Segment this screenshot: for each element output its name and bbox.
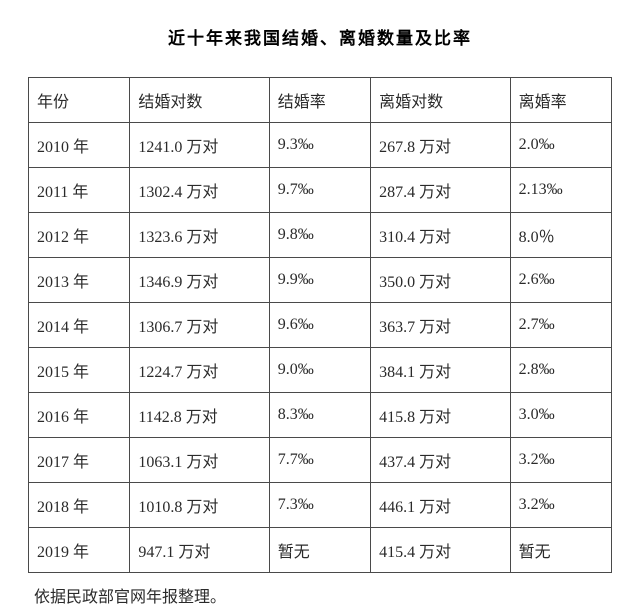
table-row: 2014 年1306.7 万对9.6‰363.7 万对2.7‰ — [29, 303, 612, 348]
table-row: 2010 年1241.0 万对9.3‰267.8 万对2.0‰ — [29, 123, 612, 168]
table-cell: 415.8 万对 — [371, 393, 510, 438]
table-row: 2017 年1063.1 万对7.7‰437.4 万对3.2‰ — [29, 438, 612, 483]
table-cell: 3.2‰ — [510, 438, 611, 483]
table-cell: 2016 年 — [29, 393, 130, 438]
table-row: 2012 年1323.6 万对9.8‰310.4 万对8.0％ — [29, 213, 612, 258]
table-cell: 363.7 万对 — [371, 303, 510, 348]
table-cell: 384.1 万对 — [371, 348, 510, 393]
table-row: 2011 年1302.4 万对9.7‰287.4 万对2.13‰ — [29, 168, 612, 213]
table-cell: 暂无 — [269, 528, 370, 573]
table-cell: 2010 年 — [29, 123, 130, 168]
table-cell: 446.1 万对 — [371, 483, 510, 528]
table-cell: 2019 年 — [29, 528, 130, 573]
table-cell: 2018 年 — [29, 483, 130, 528]
table-row: 2016 年1142.8 万对8.3‰415.8 万对3.0‰ — [29, 393, 612, 438]
table-cell: 1241.0 万对 — [130, 123, 269, 168]
table-cell: 3.2‰ — [510, 483, 611, 528]
table-cell: 2.6‰ — [510, 258, 611, 303]
table-cell: 310.4 万对 — [371, 213, 510, 258]
table-cell: 1063.1 万对 — [130, 438, 269, 483]
table-cell: 9.8‰ — [269, 213, 370, 258]
col-header-year: 年份 — [29, 78, 130, 123]
table-cell: 9.0‰ — [269, 348, 370, 393]
table-cell: 1010.8 万对 — [130, 483, 269, 528]
table-cell: 2012 年 — [29, 213, 130, 258]
table-cell: 7.7‰ — [269, 438, 370, 483]
table-cell: 437.4 万对 — [371, 438, 510, 483]
table-row: 2015 年1224.7 万对9.0‰384.1 万对2.8‰ — [29, 348, 612, 393]
table-cell: 1142.8 万对 — [130, 393, 269, 438]
col-header-divorce-rate: 离婚率 — [510, 78, 611, 123]
table-cell: 2013 年 — [29, 258, 130, 303]
table-body: 2010 年1241.0 万对9.3‰267.8 万对2.0‰2011 年130… — [29, 123, 612, 573]
table-cell: 暂无 — [510, 528, 611, 573]
page-title: 近十年来我国结婚、离婚数量及比率 — [28, 24, 612, 49]
table-cell: 2.8‰ — [510, 348, 611, 393]
table-cell: 2017 年 — [29, 438, 130, 483]
table-cell: 8.3‰ — [269, 393, 370, 438]
table-cell: 415.4 万对 — [371, 528, 510, 573]
col-header-marriage-count: 结婚对数 — [130, 78, 269, 123]
table-row: 2019 年947.1 万对暂无415.4 万对暂无 — [29, 528, 612, 573]
table-cell: 2.0‰ — [510, 123, 611, 168]
marriage-divorce-table: 年份 结婚对数 结婚率 离婚对数 离婚率 2010 年1241.0 万对9.3‰… — [28, 77, 612, 573]
table-cell: 9.6‰ — [269, 303, 370, 348]
table-cell: 3.0‰ — [510, 393, 611, 438]
table-cell: 1323.6 万对 — [130, 213, 269, 258]
table-cell: 2.13‰ — [510, 168, 611, 213]
table-row: 2018 年1010.8 万对 7.3‰446.1 万对3.2‰ — [29, 483, 612, 528]
table-cell: 9.9‰ — [269, 258, 370, 303]
table-cell: 7.3‰ — [269, 483, 370, 528]
table-header-row: 年份 结婚对数 结婚率 离婚对数 离婚率 — [29, 78, 612, 123]
table-cell: 9.7‰ — [269, 168, 370, 213]
table-cell: 1224.7 万对 — [130, 348, 269, 393]
table-cell: 2015 年 — [29, 348, 130, 393]
table-cell: 2014 年 — [29, 303, 130, 348]
table-cell: 8.0％ — [510, 213, 611, 258]
table-cell: 2.7‰ — [510, 303, 611, 348]
table-cell: 287.4 万对 — [371, 168, 510, 213]
table-cell: 2011 年 — [29, 168, 130, 213]
table-row: 2013 年1346.9 万对9.9‰350.0 万对2.6‰ — [29, 258, 612, 303]
table-cell: 1346.9 万对 — [130, 258, 269, 303]
table-cell: 1306.7 万对 — [130, 303, 269, 348]
table-cell: 267.8 万对 — [371, 123, 510, 168]
footnote: 依据民政部官网年报整理。 — [28, 583, 612, 607]
table-cell: 350.0 万对 — [371, 258, 510, 303]
table-cell: 1302.4 万对 — [130, 168, 269, 213]
table-cell: 9.3‰ — [269, 123, 370, 168]
table-cell: 947.1 万对 — [130, 528, 269, 573]
col-header-marriage-rate: 结婚率 — [269, 78, 370, 123]
col-header-divorce-count: 离婚对数 — [371, 78, 510, 123]
